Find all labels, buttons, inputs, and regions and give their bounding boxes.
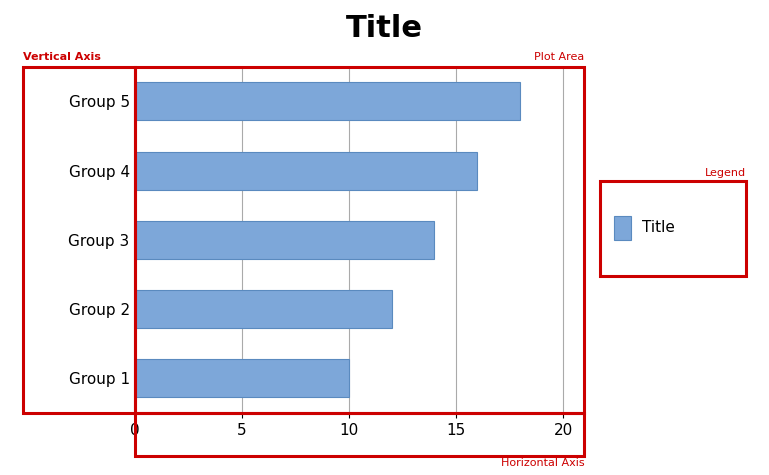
Bar: [135, 360, 349, 398]
Bar: [135, 221, 434, 259]
Text: Plot Area: Plot Area: [534, 52, 584, 62]
Bar: [135, 82, 520, 120]
Text: Legend: Legend: [705, 168, 746, 178]
Text: Title: Title: [642, 220, 675, 236]
Text: Vertical Axis: Vertical Axis: [23, 52, 101, 62]
Bar: [135, 290, 391, 328]
Bar: [135, 152, 478, 190]
Text: Title: Title: [346, 14, 423, 43]
Text: Horizontal Axis: Horizontal Axis: [501, 458, 584, 468]
